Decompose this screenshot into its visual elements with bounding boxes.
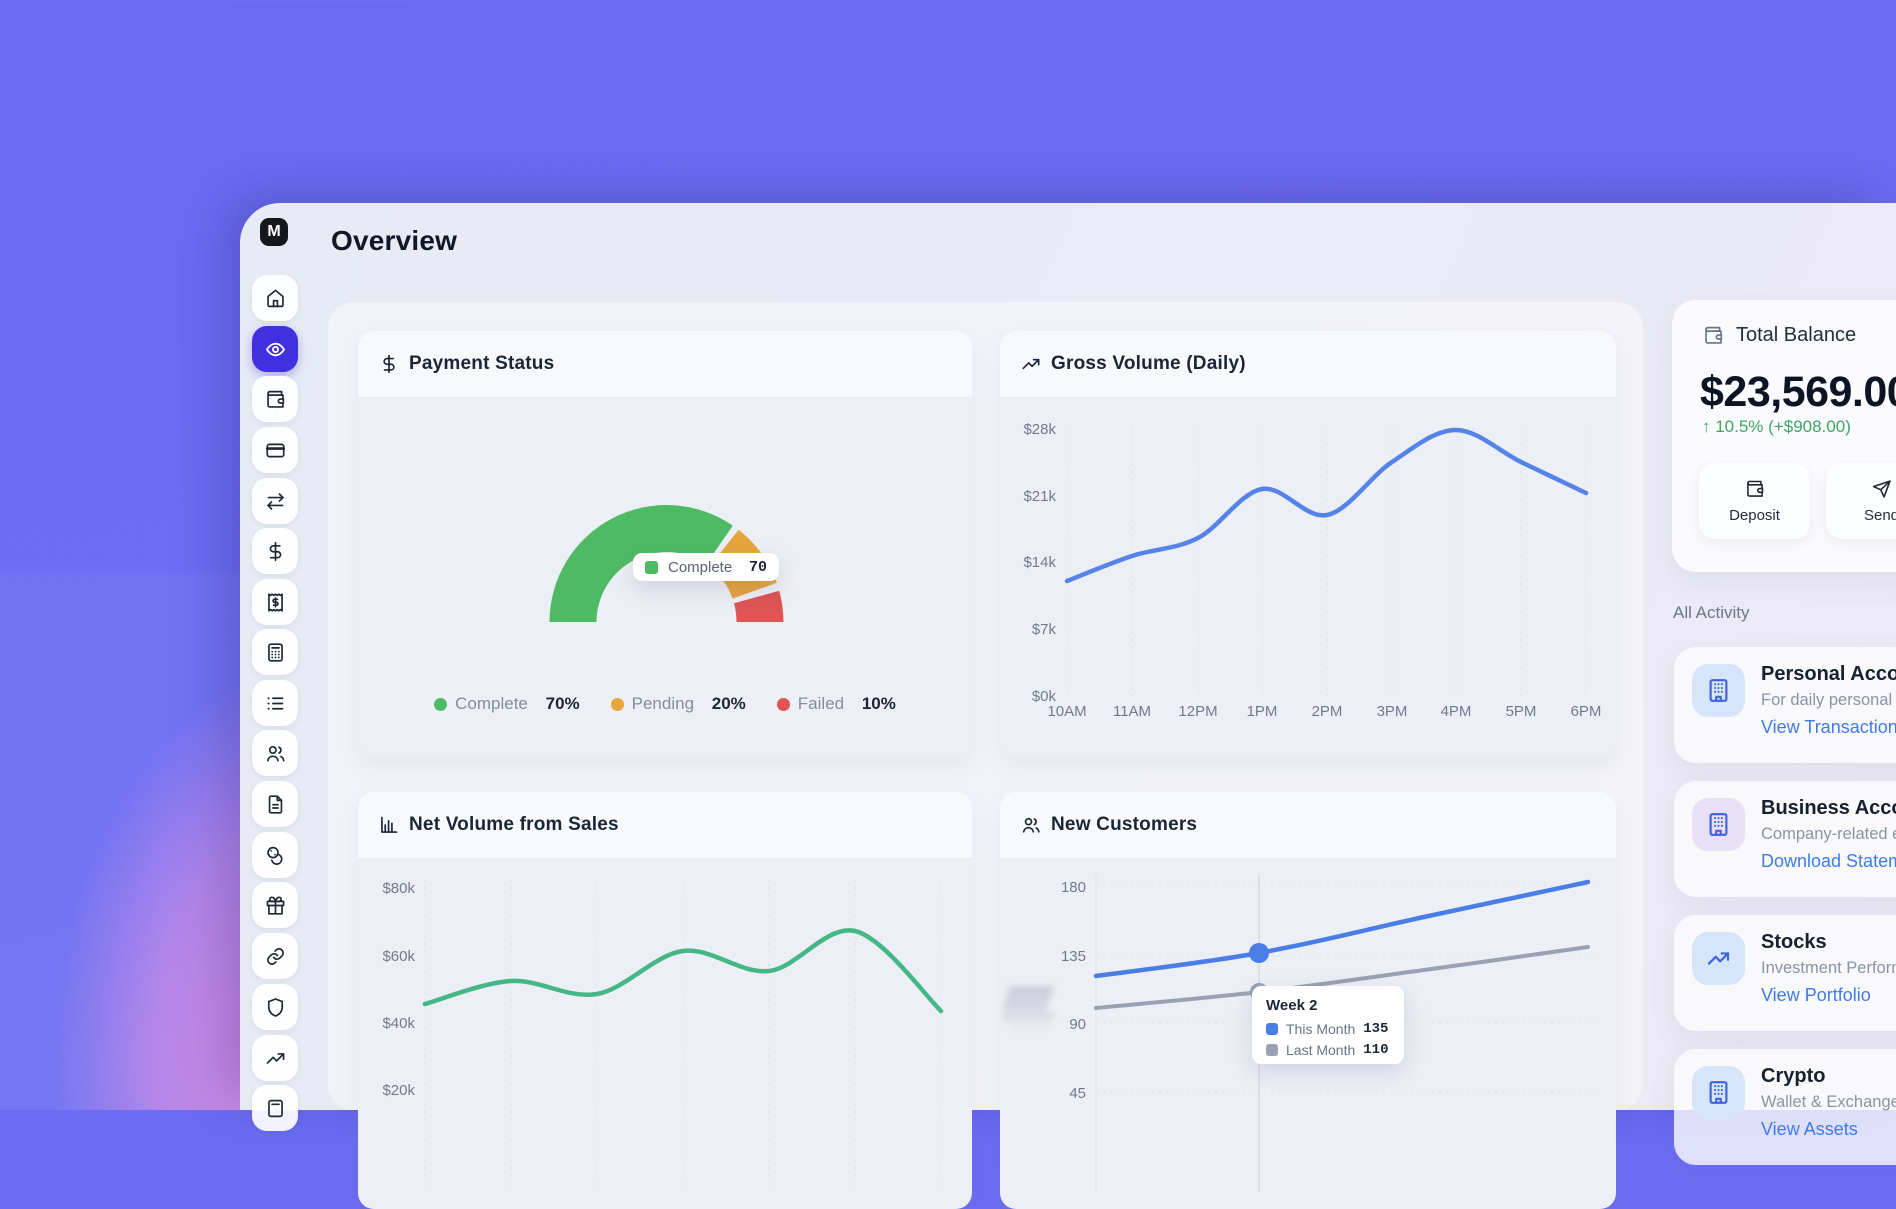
svg-text:2PM: 2PM <box>1312 703 1343 720</box>
svg-text:5PM: 5PM <box>1506 703 1537 720</box>
svg-text:4PM: 4PM <box>1441 703 1472 720</box>
svg-text:$28k: $28k <box>1023 421 1056 438</box>
svg-text:1PM: 1PM <box>1247 703 1278 720</box>
svg-text:12PM: 12PM <box>1178 703 1217 720</box>
svg-text:6PM: 6PM <box>1571 703 1602 720</box>
svg-text:11AM: 11AM <box>1113 703 1151 720</box>
svg-text:$80k: $80k <box>382 880 415 897</box>
svg-text:$14k: $14k <box>1023 554 1056 571</box>
svg-text:$20k: $20k <box>382 1082 415 1099</box>
svg-text:$21k: $21k <box>1023 488 1056 505</box>
svg-text:$40k: $40k <box>382 1015 415 1032</box>
svg-text:45: 45 <box>1069 1085 1086 1102</box>
svg-text:$0k: $0k <box>1032 688 1057 705</box>
svg-text:135: 135 <box>1061 948 1086 965</box>
svg-text:90: 90 <box>1069 1016 1086 1033</box>
svg-text:3PM: 3PM <box>1377 703 1408 720</box>
svg-text:$7k: $7k <box>1032 621 1057 638</box>
svg-text:$60k: $60k <box>382 948 415 965</box>
svg-text:180: 180 <box>1061 879 1086 896</box>
svg-text:10AM: 10AM <box>1047 703 1086 720</box>
